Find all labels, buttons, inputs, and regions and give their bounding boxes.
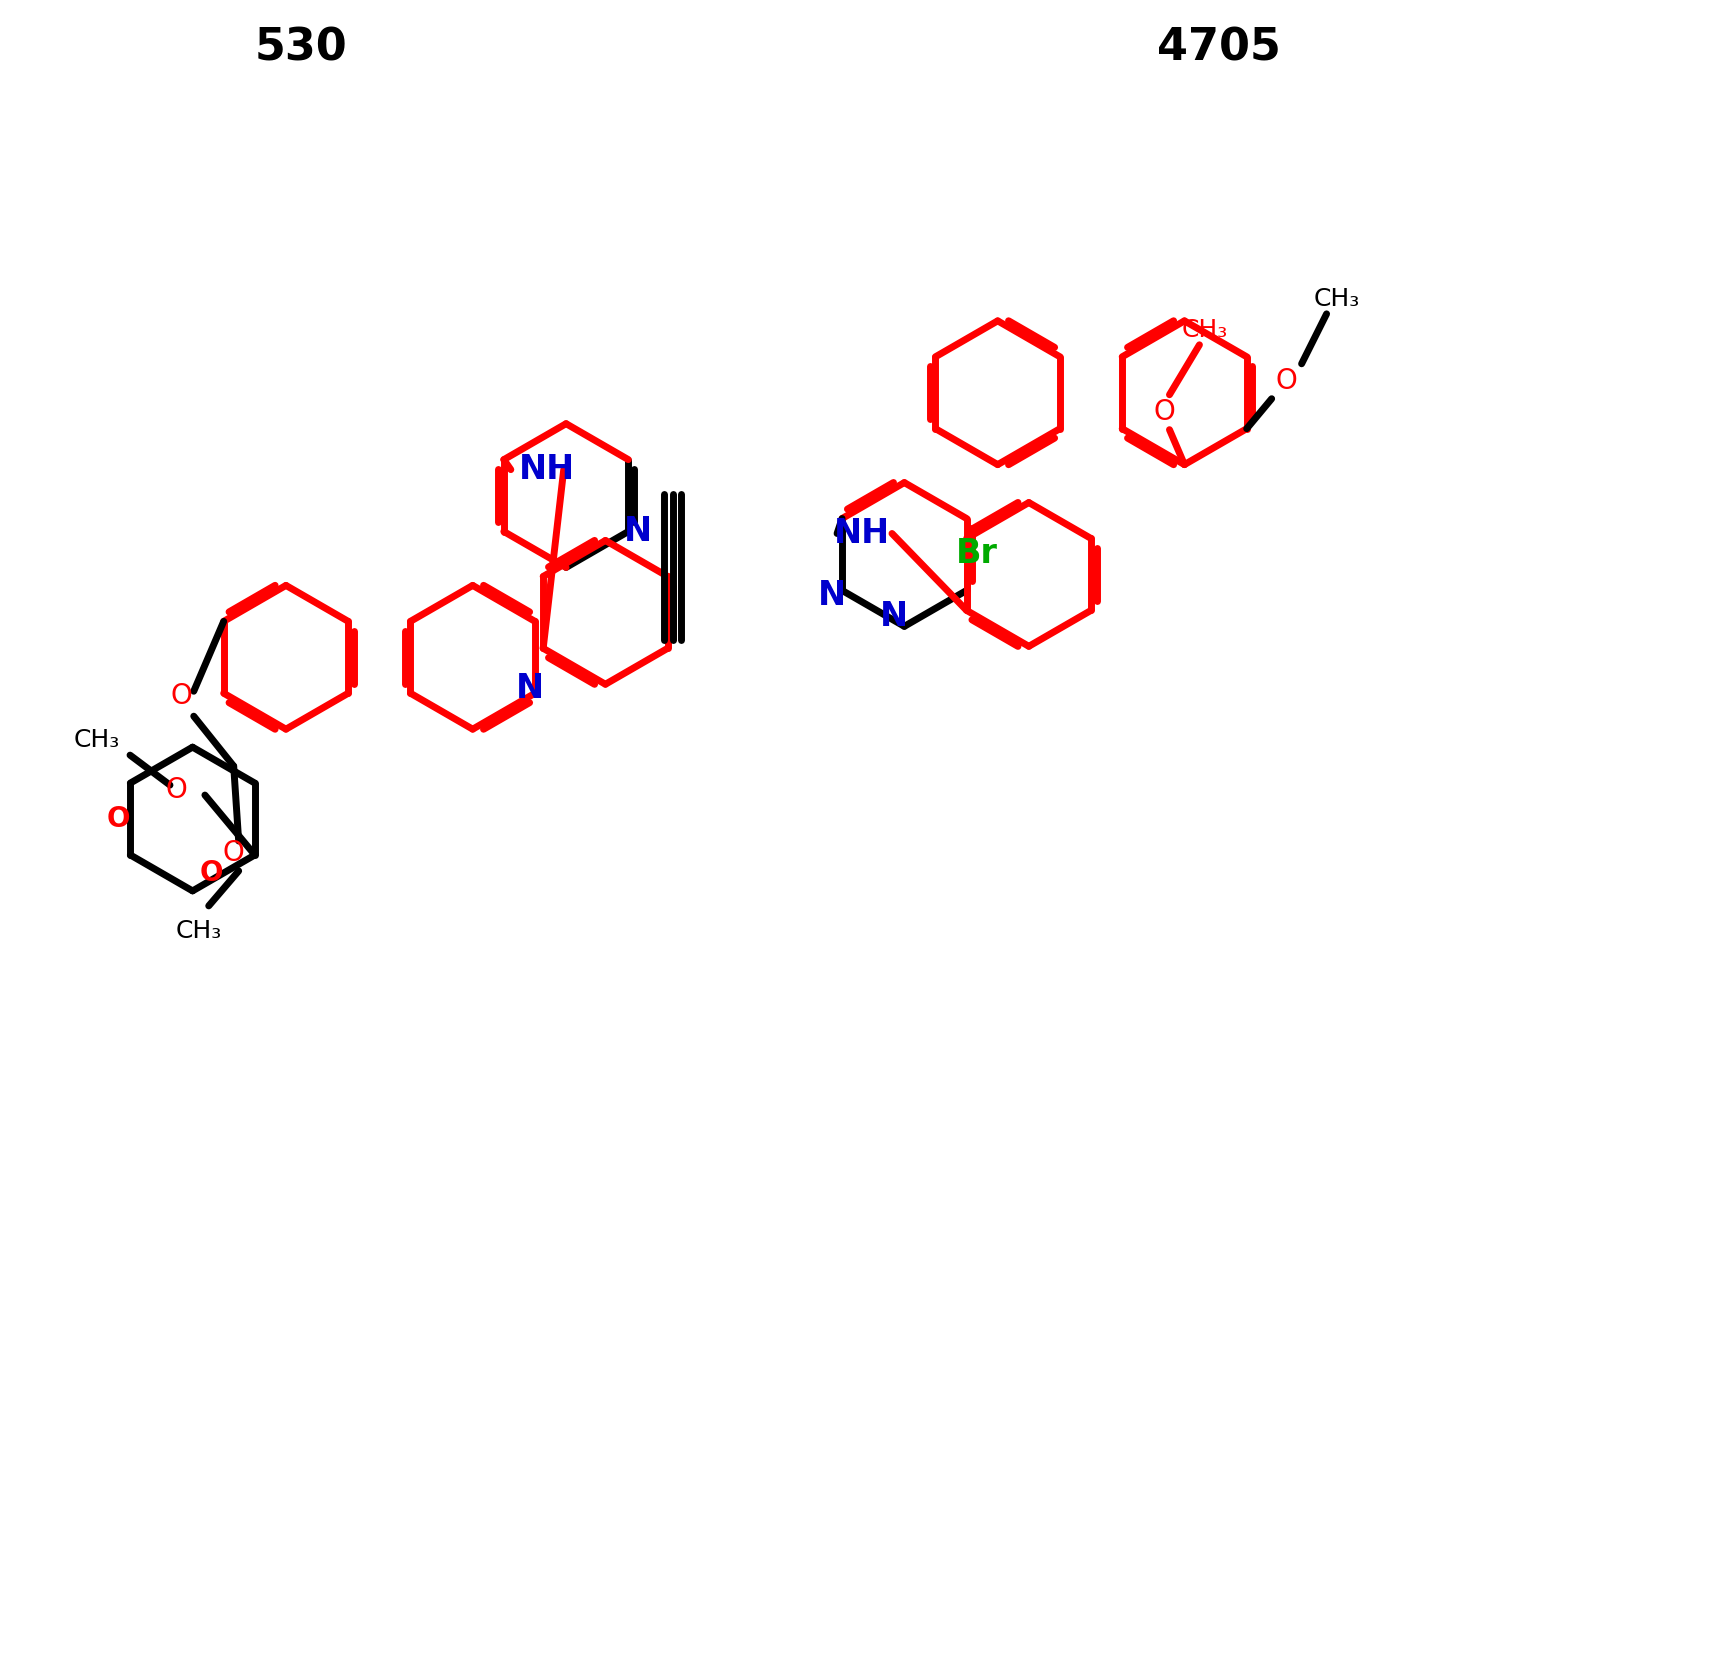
Text: N: N <box>881 600 908 633</box>
Text: 4705: 4705 <box>1157 27 1281 70</box>
Text: N: N <box>817 578 846 612</box>
Text: O: O <box>165 777 187 803</box>
Text: 530: 530 <box>254 27 347 70</box>
Text: Br: Br <box>956 537 998 570</box>
Text: CH₃: CH₃ <box>74 728 120 752</box>
Text: O: O <box>106 805 130 834</box>
Text: O: O <box>172 682 192 710</box>
Text: N: N <box>515 672 544 705</box>
Text: N: N <box>625 515 652 548</box>
Text: O: O <box>1154 398 1176 425</box>
Text: CH₃: CH₃ <box>175 919 221 944</box>
Text: CH₃: CH₃ <box>1181 318 1228 342</box>
Text: NH: NH <box>834 517 889 550</box>
Text: O: O <box>223 839 244 867</box>
Text: O: O <box>199 859 223 887</box>
Text: NH: NH <box>519 453 575 487</box>
Text: O: O <box>1276 367 1298 395</box>
Text: CH₃: CH₃ <box>1314 287 1360 310</box>
